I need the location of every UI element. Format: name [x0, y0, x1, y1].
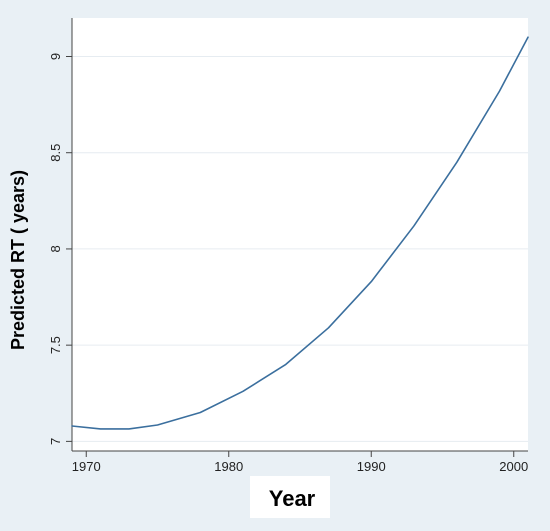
series-group — [71, 36, 529, 430]
y-tick-label: 7.5 — [48, 336, 63, 354]
x-axis-ticks: 1970 1980 1990 2000 — [72, 451, 528, 474]
y-tick-label: 9 — [48, 53, 63, 60]
x-tick-label: 2000 — [499, 459, 528, 474]
x-tick-label: 1990 — [357, 459, 386, 474]
y-axis-ticks: 7 7.5 8 8.5 9 — [48, 53, 72, 445]
y-tick-label: 8.5 — [48, 144, 63, 162]
grid-lines — [72, 55, 528, 442]
axes — [71, 18, 528, 452]
x-axis-title: Year — [269, 486, 316, 511]
series-line — [71, 36, 529, 430]
y-axis-title: Predicted RT ( years) — [8, 170, 28, 350]
x-axis-title-background — [250, 476, 330, 518]
y-tick-label: 7 — [48, 438, 63, 445]
y-tick-label: 8 — [48, 245, 63, 252]
x-tick-label: 1980 — [214, 459, 243, 474]
x-tick-label: 1970 — [72, 459, 101, 474]
plot-area — [72, 18, 528, 451]
